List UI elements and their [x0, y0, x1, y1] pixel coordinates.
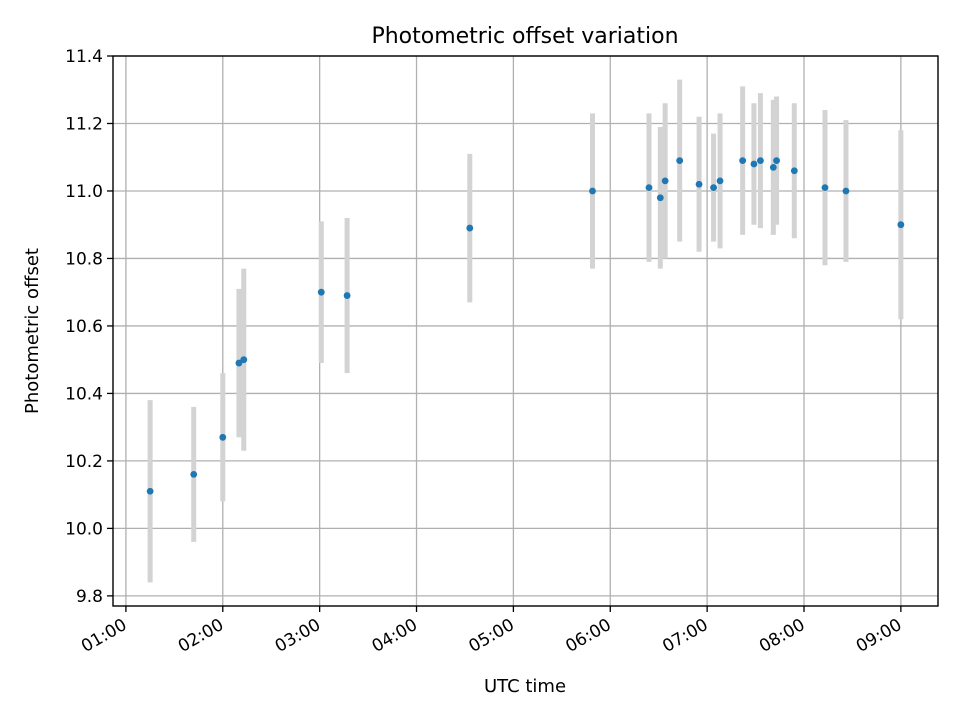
data-point	[842, 187, 850, 195]
data-point	[317, 288, 325, 296]
data-point	[897, 221, 905, 229]
x-tick-label: 03:00	[272, 615, 324, 657]
data-point	[739, 157, 747, 165]
data-point	[790, 167, 798, 175]
y-tick-label: 11.2	[65, 114, 103, 134]
x-tick-label: 02:00	[175, 615, 227, 657]
x-tick-label: 06:00	[562, 615, 614, 657]
data-point	[676, 157, 684, 165]
y-tick-label: 10.0	[65, 519, 103, 539]
y-axis-label: Photometric offset	[22, 248, 43, 414]
data-point	[769, 163, 777, 171]
plot-frame	[112, 55, 939, 607]
x-tick-label: 08:00	[756, 615, 808, 657]
x-axis-label: UTC time	[484, 676, 566, 697]
data-point	[773, 157, 780, 165]
x-tick-label: 05:00	[465, 615, 517, 657]
data-point	[466, 224, 474, 232]
data-point	[645, 184, 653, 191]
y-axis-ticks: 9.8 10.0 10.2 10.4 10.6 10.8 11.0 11.2 11.4	[65, 47, 113, 607]
chart-title: Photometric offset variation	[371, 24, 678, 49]
data-point	[235, 359, 243, 367]
data-point	[750, 160, 758, 168]
data-point	[695, 180, 703, 188]
y-tick-label: 11.0	[65, 182, 103, 202]
errorbars	[147, 79, 904, 583]
data-point	[240, 356, 248, 364]
data-point	[343, 292, 351, 299]
data-point	[219, 433, 227, 441]
data-point	[716, 177, 724, 185]
y-tick-label: 10.6	[65, 317, 103, 337]
data-point	[656, 194, 664, 202]
y-tick-label: 10.8	[65, 249, 103, 269]
y-tick-label: 11.4	[65, 47, 103, 67]
data-point	[661, 177, 669, 185]
data-point	[146, 487, 154, 495]
x-tick-label: 09:00	[853, 615, 905, 657]
data-point	[190, 471, 198, 478]
data-point	[589, 187, 596, 195]
x-axis-ticks: 01:00 02:00 03:00 04:00 05:00 06:00 07:00 08:00…	[78, 606, 905, 657]
data-point	[757, 157, 764, 165]
data-point	[710, 184, 717, 191]
data-points	[146, 157, 905, 495]
data-point	[821, 184, 829, 191]
x-tick-label: 04:00	[369, 615, 421, 657]
x-tick-label: 01:00	[78, 615, 130, 657]
x-tick-label: 07:00	[659, 615, 711, 657]
y-tick-label: 10.2	[65, 452, 103, 472]
y-tick-label: 10.4	[65, 384, 103, 404]
y-tick-label: 9.8	[76, 587, 103, 607]
